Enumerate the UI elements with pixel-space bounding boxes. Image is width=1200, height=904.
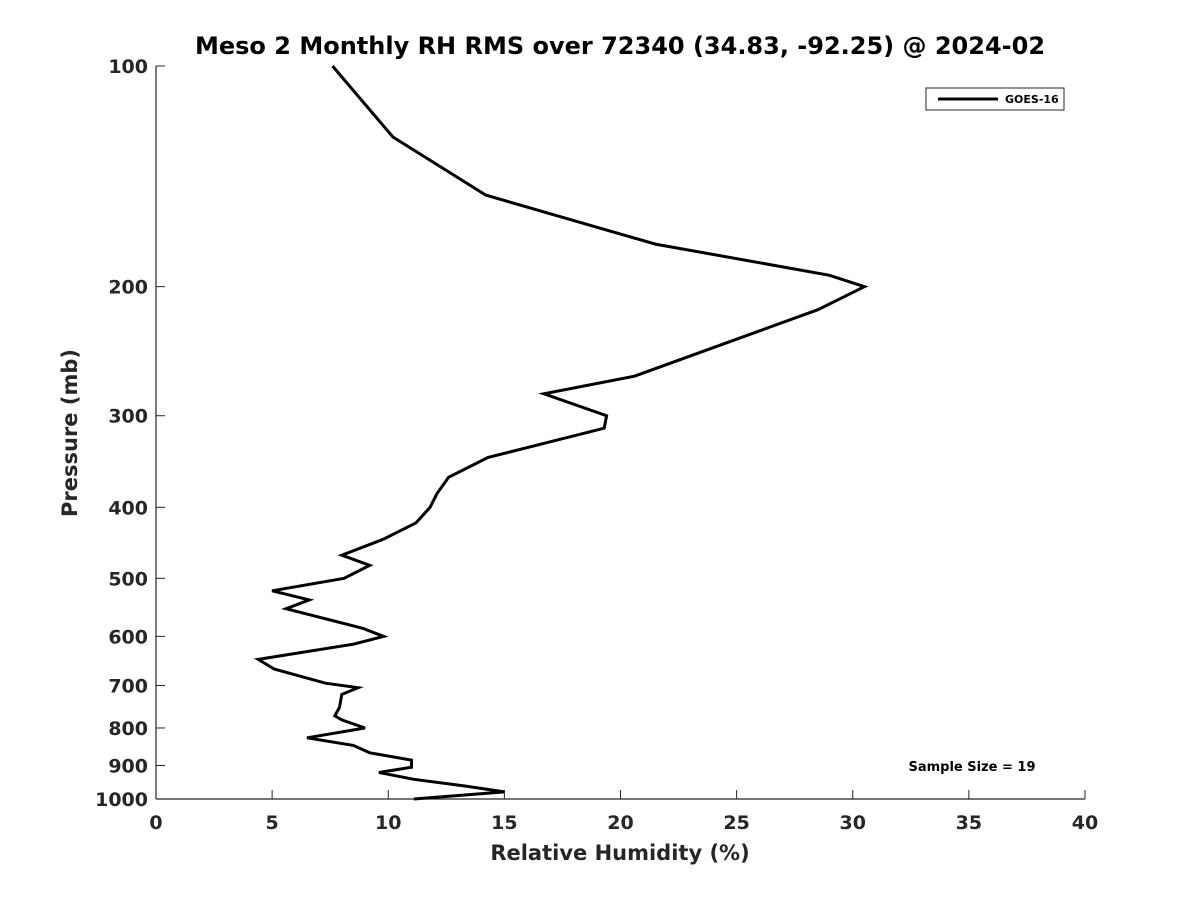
x-tick-label: 20 — [607, 812, 633, 834]
y-tick-label: 700 — [108, 675, 148, 697]
y-tick-label: 800 — [108, 718, 148, 740]
x-axis-label: Relative Humidity (%) — [490, 841, 749, 865]
y-tick-label: 1000 — [95, 789, 148, 811]
y-tick-label: 600 — [108, 626, 148, 648]
y-axis-label: Pressure (mb) — [58, 349, 82, 517]
y-tick-label: 500 — [108, 568, 148, 590]
x-tick-label: 35 — [956, 812, 982, 834]
x-tick-label: 5 — [266, 812, 279, 834]
series-line-goes-16 — [253, 65, 869, 801]
x-tick-label: 30 — [840, 812, 866, 834]
legend-label: GOES-16 — [1005, 93, 1059, 106]
x-tick-label: 40 — [1072, 812, 1098, 834]
y-tick-label: 900 — [108, 755, 148, 777]
axes-layer: 0 5 10 15 20 25 30 35 40 100 200 300 400 500 600 700 800… — [95, 56, 1098, 834]
chart-title: Meso 2 Monthly RH RMS over 72340 (34.83,… — [195, 32, 1045, 60]
series-layer — [253, 65, 869, 801]
x-tick-label: 15 — [491, 812, 517, 834]
y-tick-label: 400 — [108, 497, 148, 519]
x-tick-label: 10 — [375, 812, 401, 834]
y-tick-label: 300 — [108, 406, 148, 428]
x-tick-label: 25 — [723, 812, 749, 834]
legend: GOES-16 — [925, 87, 1065, 111]
x-tick-label: 0 — [149, 812, 162, 834]
y-tick-label: 100 — [108, 56, 148, 78]
sample-size-annotation: Sample Size = 19 — [908, 760, 1035, 775]
y-tick-label: 200 — [108, 277, 148, 299]
